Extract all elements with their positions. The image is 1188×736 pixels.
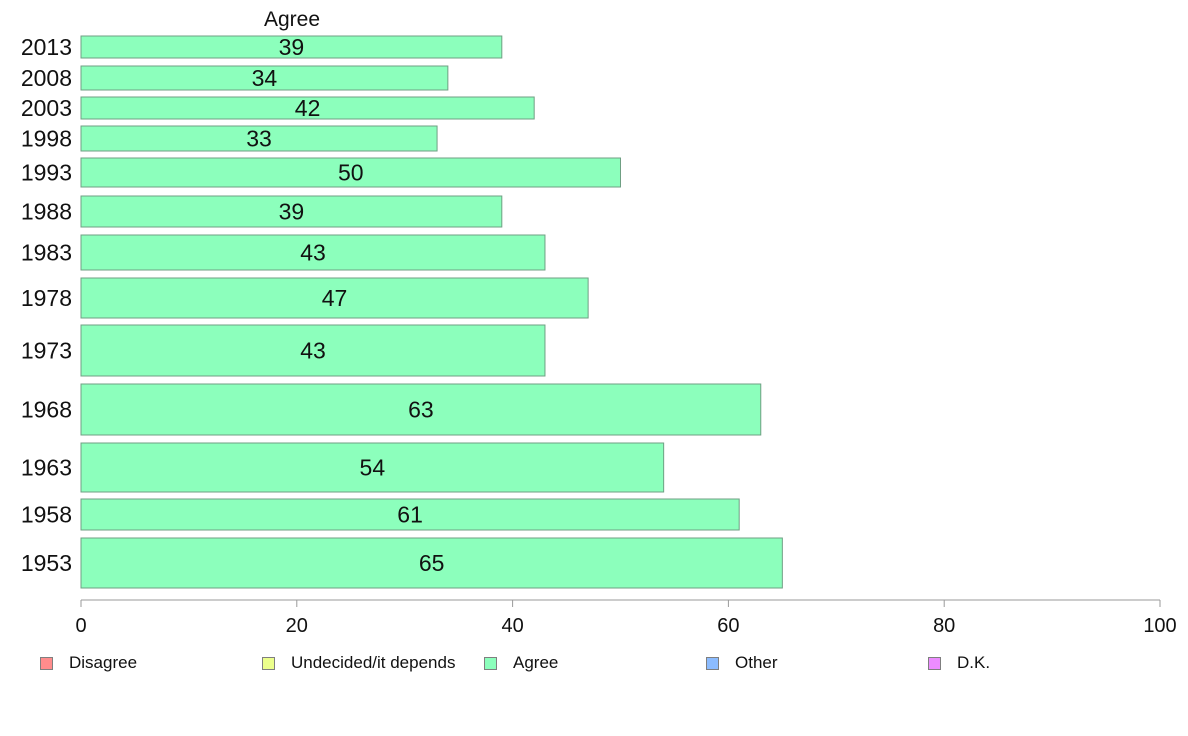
legend-item-agree: Agree [484, 653, 558, 673]
bar-2003 [80, 96, 535, 120]
legend: Disagree Undecided/it depends Agree Othe… [0, 653, 1188, 677]
x-tick-label-100: 100 [1143, 615, 1176, 637]
x-tick-label-80: 80 [933, 615, 955, 637]
legend-label-dk: D.K. [957, 653, 991, 672]
data-label-1958: 61 [397, 502, 423, 528]
y-tick-label-1958: 1958 [21, 502, 72, 528]
bar-1983 [80, 234, 546, 271]
bar-1988 [80, 195, 503, 228]
data-label-1963: 54 [360, 455, 386, 481]
legend-label-disagree: Disagree [69, 653, 138, 672]
bar-1973 [80, 324, 546, 377]
legend-label-agree: Agree [513, 653, 559, 672]
data-label-1993: 50 [338, 160, 364, 186]
x-tick-label-40: 40 [501, 615, 523, 637]
data-label-2003: 42 [295, 95, 321, 121]
data-label-1978: 47 [322, 285, 348, 311]
legend-swatch-disagree [40, 656, 53, 670]
bar-1963 [80, 442, 665, 493]
y-tick-label-2013: 2013 [21, 34, 72, 60]
data-label-1988: 39 [279, 199, 305, 225]
chart-title: Agree [264, 8, 320, 31]
legend-swatch-other [706, 656, 719, 670]
bar-1968 [80, 383, 762, 436]
y-tick-label-1988: 1988 [21, 199, 72, 225]
bars: 2013 39 2008 34 2003 42 1998 33 1993 50 1988 39 1983… [21, 34, 783, 589]
y-tick-label-1968: 1968 [21, 397, 72, 423]
legend-item-undecided: Undecided/it depends [262, 653, 455, 673]
bar-1958 [80, 498, 740, 531]
data-label-1998: 33 [246, 126, 272, 152]
data-label-2013: 39 [279, 34, 305, 60]
y-tick-label-1973: 1973 [21, 338, 72, 364]
data-label-1953: 65 [419, 550, 445, 576]
x-tick-label-60: 60 [717, 615, 739, 637]
legend-swatch-agree [484, 656, 497, 670]
legend-label-undecided: Undecided/it depends [291, 653, 456, 672]
y-tick-label-1978: 1978 [21, 285, 72, 311]
y-tick-label-1953: 1953 [21, 550, 72, 576]
legend-swatch-undecided [262, 656, 275, 670]
data-label-1973: 43 [300, 338, 326, 364]
x-tick-label-20: 20 [286, 615, 308, 637]
bar-2008 [80, 65, 449, 91]
legend-item-other: Other [706, 653, 778, 673]
legend-swatch-dk [928, 656, 941, 670]
bar-1998 [80, 125, 438, 152]
legend-item-disagree: Disagree [40, 653, 137, 673]
bar-2013 [80, 35, 503, 59]
bar-1978 [80, 277, 589, 319]
x-axis: 0 20 40 60 80 100 [75, 599, 1177, 637]
data-label-2008: 34 [252, 65, 278, 91]
bar-1993 [80, 157, 621, 188]
y-tick-label-1993: 1993 [21, 160, 72, 186]
y-tick-label-2003: 2003 [21, 95, 72, 121]
y-tick-label-2008: 2008 [21, 65, 72, 91]
bar-1953 [80, 537, 783, 589]
legend-label-other: Other [735, 653, 778, 672]
y-tick-label-1963: 1963 [21, 455, 72, 481]
x-tick-label-0: 0 [75, 615, 86, 637]
legend-item-dk: D.K. [928, 653, 990, 673]
data-label-1968: 63 [408, 397, 434, 423]
y-tick-label-1998: 1998 [21, 126, 72, 152]
data-label-1983: 43 [300, 240, 326, 266]
y-tick-label-1983: 1983 [21, 240, 72, 266]
